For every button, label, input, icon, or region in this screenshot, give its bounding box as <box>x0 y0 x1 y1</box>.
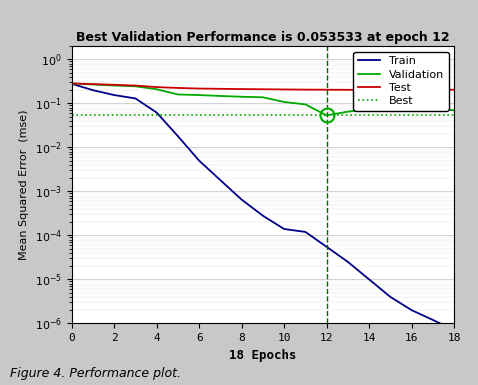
Test <box>90 82 96 86</box>
Validation <box>345 109 351 114</box>
Train <box>388 295 393 299</box>
Train <box>239 198 245 202</box>
Validation <box>90 82 96 87</box>
Text: Figure 4. Performance plot.: Figure 4. Performance plot. <box>10 367 181 380</box>
Test <box>281 87 287 92</box>
Train <box>69 82 75 86</box>
Train <box>324 244 329 249</box>
Validation <box>303 102 308 107</box>
Test <box>366 88 372 92</box>
Test <box>217 87 223 91</box>
Train <box>430 318 436 322</box>
Test <box>239 87 245 91</box>
Test <box>111 82 117 87</box>
Validation <box>154 87 160 92</box>
Best <box>69 113 75 118</box>
Validation <box>388 106 393 110</box>
X-axis label: 18 Epochs: 18 Epochs <box>229 349 297 362</box>
Test <box>451 87 457 92</box>
Train <box>260 213 266 218</box>
Train <box>451 328 457 333</box>
Test <box>388 88 393 92</box>
Legend: Train, Validation, Test, Best: Train, Validation, Test, Best <box>353 52 448 110</box>
Validation <box>217 94 223 98</box>
Line: Validation: Validation <box>72 84 454 116</box>
Test <box>196 86 202 91</box>
Train <box>409 308 414 313</box>
Train <box>90 88 96 92</box>
Validation <box>239 94 245 99</box>
Test <box>324 87 329 92</box>
Validation <box>132 84 138 89</box>
Test <box>409 87 414 92</box>
Test <box>430 87 436 92</box>
Validation <box>111 83 117 88</box>
Validation <box>175 92 181 97</box>
Validation <box>69 81 75 86</box>
Line: Test: Test <box>72 84 454 90</box>
Validation <box>430 107 436 111</box>
Validation <box>366 107 372 111</box>
Train <box>217 178 223 182</box>
Validation <box>409 107 414 112</box>
Test <box>132 83 138 88</box>
Validation <box>451 108 457 112</box>
Test <box>175 85 181 90</box>
Train <box>154 110 160 115</box>
Validation <box>324 113 329 118</box>
Train <box>111 93 117 97</box>
Train <box>132 96 138 101</box>
Test <box>154 85 160 89</box>
Validation <box>260 95 266 100</box>
Test <box>345 87 351 92</box>
Line: Train: Train <box>72 84 454 330</box>
Best <box>90 113 96 118</box>
Train <box>303 229 308 234</box>
Title: Best Validation Performance is 0.053533 at epoch 12: Best Validation Performance is 0.053533 … <box>76 31 450 44</box>
Test <box>260 87 266 92</box>
Test <box>303 87 308 92</box>
Validation <box>196 93 202 97</box>
Train <box>345 259 351 264</box>
Y-axis label: Mean Squared Error  (mse): Mean Squared Error (mse) <box>19 110 29 260</box>
Train <box>175 134 181 139</box>
Train <box>196 158 202 163</box>
Train <box>281 227 287 231</box>
Validation <box>281 100 287 104</box>
Train <box>366 277 372 282</box>
Test <box>69 81 75 86</box>
